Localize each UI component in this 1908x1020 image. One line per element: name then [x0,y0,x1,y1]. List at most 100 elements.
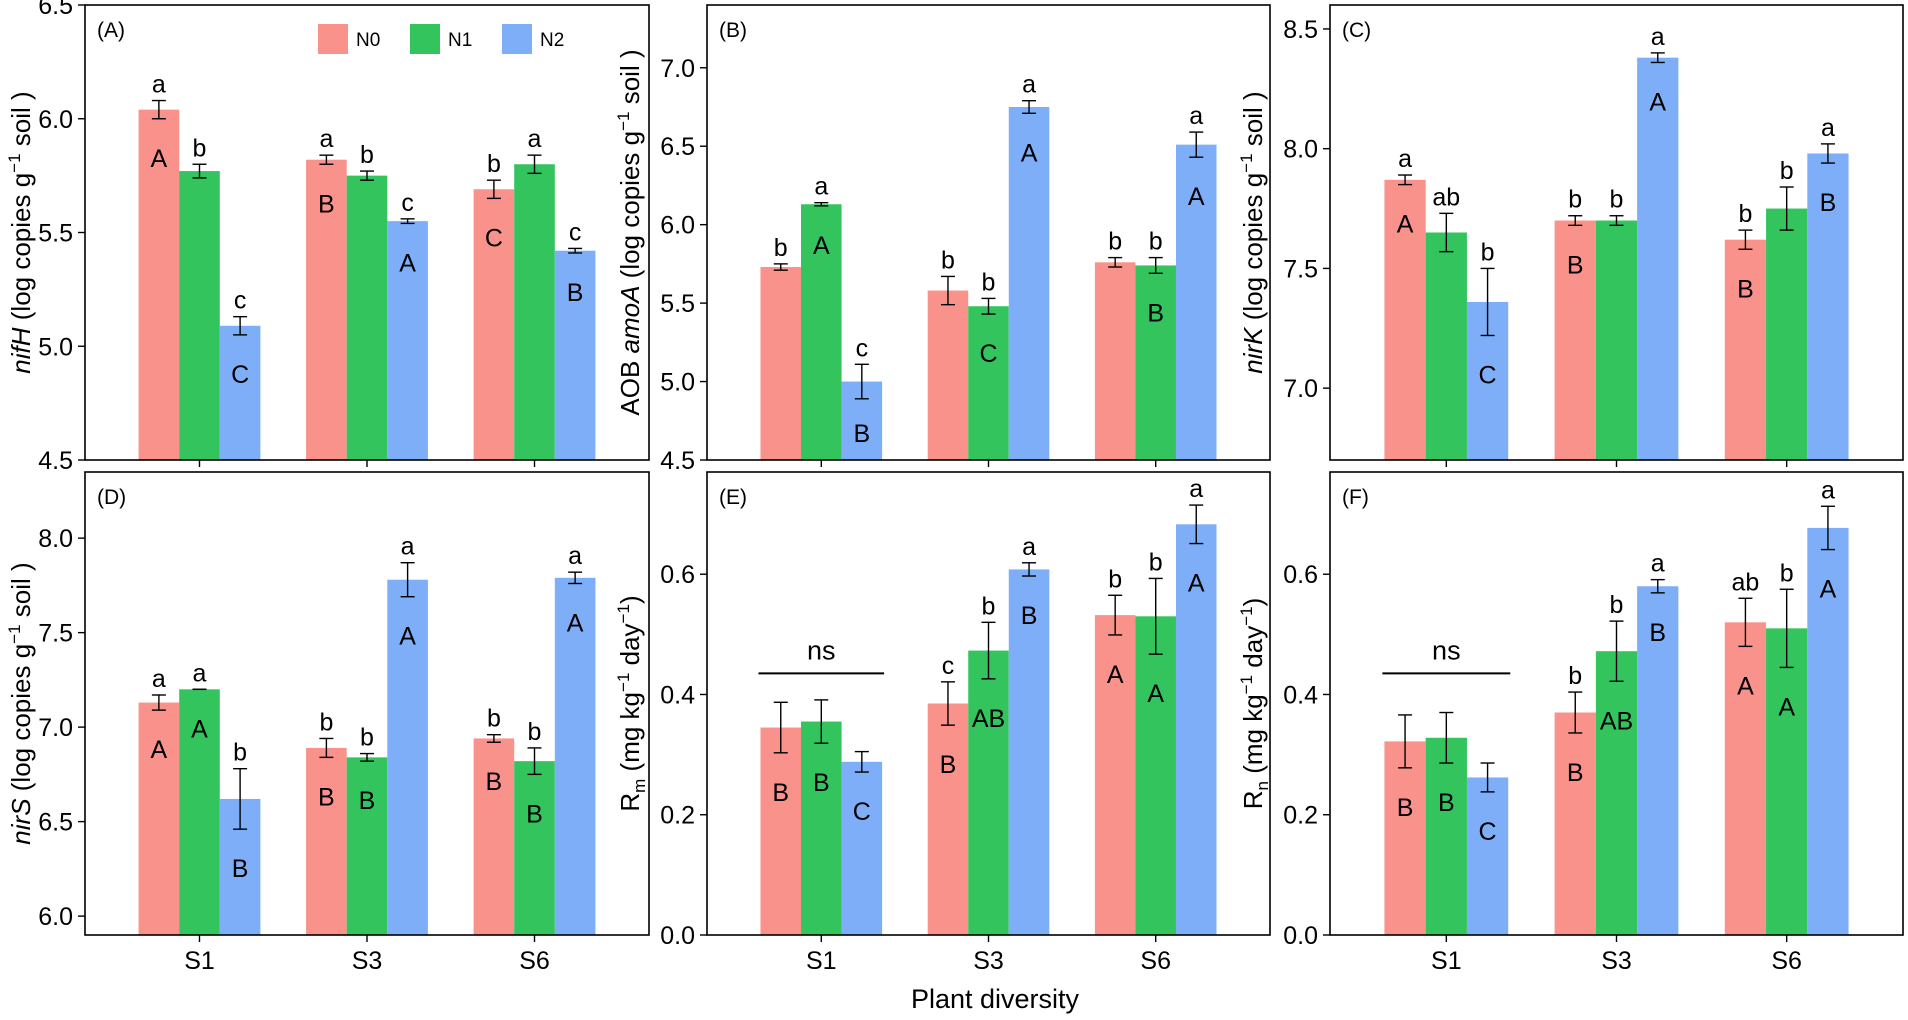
bar-N0-S6 [473,738,515,935]
y-tick-label: 7.0 [38,714,73,742]
significance-letter: b [360,724,374,752]
group-letter: A [1188,183,1205,211]
significance-letter: c [569,218,582,246]
group-letter: C [485,224,503,252]
error-bar [1820,505,1835,551]
significance-letter: b [1108,228,1122,256]
significance-letter: b [1610,591,1624,619]
group-letter: B [1737,275,1754,303]
y-tick-label: 8.0 [1283,136,1318,164]
significance-letter: b [1780,157,1794,185]
error-bar [400,562,415,598]
significance-letter: c [401,189,414,217]
panel-b: b bbaAbCbBcBaAaA4.55.05.56.06.57.0(B)AOB … [614,4,1271,475]
group-letter: B [772,779,789,807]
x-tick-label: S1 [806,947,837,975]
significance-letter: b [774,234,788,262]
bar-N2-S6 [1175,524,1217,935]
error-bar [568,571,583,585]
error-bar [1148,256,1163,274]
y-title-part: (log copies g [1238,173,1268,328]
error-bar [192,163,207,179]
y-title-sup: −1 [614,112,633,131]
error-bar [486,733,501,743]
panel-label: (F) [1342,486,1369,509]
y-title-sup: −1 [1237,675,1256,694]
y-title-part: soil ) [615,49,645,111]
group-letter: A [1188,570,1205,598]
bar-N1-S3 [346,175,388,460]
significance-letter: a [319,125,333,153]
y-tick-label: 5.0 [660,369,695,397]
bar-N0-S6 [1724,239,1767,460]
error-bar [773,701,788,754]
error-bar [233,767,248,830]
error-bar [233,315,248,336]
bar-N0-S1 [138,109,180,461]
error-bar [1820,143,1835,164]
y-tick-label: 4.5 [660,447,695,475]
bar-N1-S6 [1766,628,1808,935]
bar-N2-S3 [387,221,428,460]
bar-N2-S3 [1008,106,1050,460]
significance-letter: a [528,125,542,153]
significance-letter: ab [1732,568,1760,596]
error-bar [1148,577,1163,655]
error-bar [1779,588,1794,669]
group-letter: A [191,715,208,743]
error-bar [527,747,542,776]
panel-label: (E) [719,486,747,509]
error-bar [527,154,542,175]
group-letter: C [853,798,871,826]
bar-N1-S3 [968,306,1009,460]
bar-N0-S3 [306,747,347,935]
significance-letter: b [1149,548,1163,576]
bar-N1-S6 [1766,208,1808,460]
y-title-gene: nirS [6,798,36,845]
y-title-part: (log copies g [615,131,645,286]
error-bar [1398,174,1413,186]
group-letter: B [1820,189,1837,217]
bar-N0-S6 [1094,615,1136,935]
error-bar [568,247,583,254]
y-title-part: day [615,623,645,672]
group-letter: B [318,783,335,811]
significance-letter: a [1821,476,1835,504]
bar-N2-S6 [1807,527,1849,935]
bar-N2-S6 [554,250,596,460]
significance-letter: a [1189,102,1203,130]
y-tick-label: 5.5 [38,220,73,248]
error-bar [1609,620,1624,682]
group-letter: B [359,787,376,815]
group-letter: A [151,145,168,173]
error-bar [151,694,166,711]
y-tick-label: 6.5 [38,809,73,837]
significance-letter: a [1398,145,1412,173]
error-bar [981,621,996,680]
legend-label: N0 [356,30,380,51]
bar-N1-S1 [179,171,220,460]
group-letter: A [1820,576,1837,604]
x-tick-label: S1 [1431,947,1462,975]
y-tick-label: 0.4 [660,681,695,709]
bar-N2-S3 [387,579,428,935]
error-bar [319,154,334,165]
y-title-sub: m [630,779,649,793]
significance-letter: a [1189,475,1203,503]
error-bar [940,681,955,726]
y-axis-title: nifH (log copies g−1 soil ) [5,91,36,373]
group-letter: C [231,361,249,389]
group-letter: B [1649,619,1666,647]
y-title-part: soil ) [6,91,36,153]
group-letter: A [399,623,416,651]
y-title-part: ) [1238,598,1268,607]
bar-N1-S1 [801,204,842,460]
bar-N1-S3 [346,757,388,935]
bar-N1-S6 [514,164,555,460]
bar-N0-S1 [138,702,180,935]
bar-N0-S1 [1384,741,1426,935]
bar-N2-S1 [1466,777,1509,935]
x-tick-label: S3 [352,947,383,975]
bar-N1-S3 [1595,220,1638,460]
